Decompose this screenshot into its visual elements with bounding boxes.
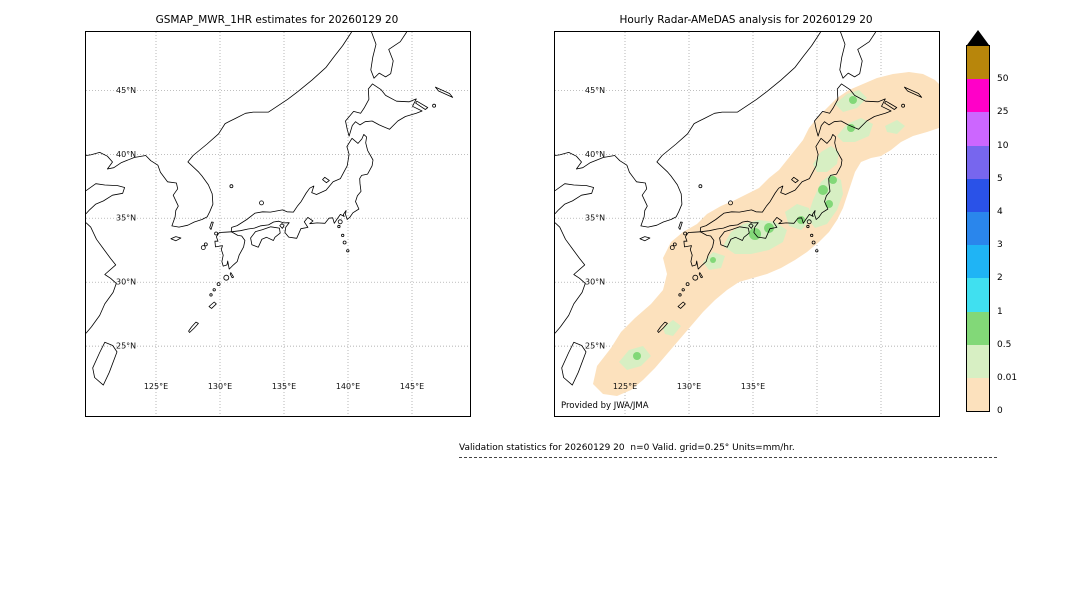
colorbar-block	[967, 278, 989, 312]
lat-label: 35°N	[116, 214, 136, 223]
lon-label: 145°E	[400, 382, 424, 391]
colorbar-tick-label: 10	[997, 140, 1009, 151]
lon-label: 125°E	[613, 382, 637, 391]
colorbar-tick-label: 25	[997, 107, 1009, 118]
left-panel-title: GSMAP_MWR_1HR estimates for 20260129 20	[155, 14, 399, 26]
coastline	[86, 32, 454, 386]
lon-label: 130°E	[208, 382, 232, 391]
colorbar-tick-label: 50	[997, 74, 1009, 85]
validation-stats-text: Validation statistics for 20260129 20 n=…	[459, 443, 795, 453]
radar-amedas-map-panel: 45°N 40°N 35°N 30°N 25°N 125°E 130°E 135…	[554, 31, 940, 417]
radar-amedas-map: 45°N 40°N 35°N 30°N 25°N 125°E 130°E 135…	[555, 32, 939, 416]
gsmap-map: 45°N 40°N 35°N 30°N 25°N 125°E 130°E 135…	[86, 32, 470, 416]
right-lat-tick-labels: 45°N 40°N 35°N 30°N 25°N	[585, 86, 605, 351]
lat-label: 30°N	[116, 278, 136, 287]
lon-label: 125°E	[144, 382, 168, 391]
lat-label: 40°N	[585, 150, 605, 159]
colorbar-block	[967, 46, 989, 80]
colorbar-block	[967, 211, 989, 246]
colorbar-block	[967, 344, 989, 378]
data-credit-text: Provided by JWA/JMA	[561, 401, 649, 411]
lat-label: 35°N	[585, 214, 605, 223]
colorbar-tick-label: 0.01	[997, 373, 1018, 383]
colorbar-block	[967, 145, 989, 179]
lat-label: 30°N	[585, 278, 605, 287]
colorbar-block	[967, 178, 989, 212]
lon-label: 135°E	[741, 382, 765, 391]
lon-label: 135°E	[272, 382, 296, 391]
grid-lines	[86, 32, 470, 416]
colorbar: 50 25 10 5 4 3 2 1 0.5 0.01 0	[966, 30, 1038, 430]
lon-label: 140°E	[336, 382, 360, 391]
left-lon-tick-labels: 125°E 130°E 135°E 140°E 145°E	[144, 382, 424, 391]
colorbar-tick-label: 1	[997, 306, 1003, 317]
lat-label: 40°N	[116, 150, 136, 159]
colorbar-tick-label: 0	[997, 406, 1003, 417]
precip-patches-0.5-1	[633, 96, 857, 360]
lat-label: 45°N	[116, 86, 136, 95]
colorbar-tick-label: 2	[997, 273, 1003, 284]
colorbar-block	[967, 245, 989, 279]
colorbar-block	[967, 112, 989, 146]
colorbar-overflow-arrow-icon	[967, 30, 989, 45]
lat-label: 25°N	[585, 342, 605, 351]
colorbar-tick-label: 4	[997, 207, 1003, 217]
colorbar-tick-label: 5	[997, 173, 1003, 184]
colorbar-tick-label: 3	[997, 240, 1003, 251]
colorbar-tick-label: 0.5	[997, 339, 1012, 350]
right-lon-tick-labels: 125°E 130°E 135°E	[613, 382, 765, 391]
colorbar-scale	[966, 45, 990, 412]
gsmap-map-panel: 45°N 40°N 35°N 30°N 25°N 125°E 130°E 135…	[85, 31, 471, 417]
lat-label: 45°N	[585, 86, 605, 95]
dashed-separator	[459, 457, 997, 458]
colorbar-block	[967, 377, 989, 412]
colorbar-block	[967, 79, 989, 113]
lat-label: 25°N	[116, 342, 136, 351]
right-panel-title: Hourly Radar-AMeDAS analysis for 2026012…	[619, 14, 873, 26]
left-lat-tick-labels: 45°N 40°N 35°N 30°N 25°N	[116, 86, 136, 351]
colorbar-block	[967, 311, 989, 345]
lon-label: 130°E	[677, 382, 701, 391]
